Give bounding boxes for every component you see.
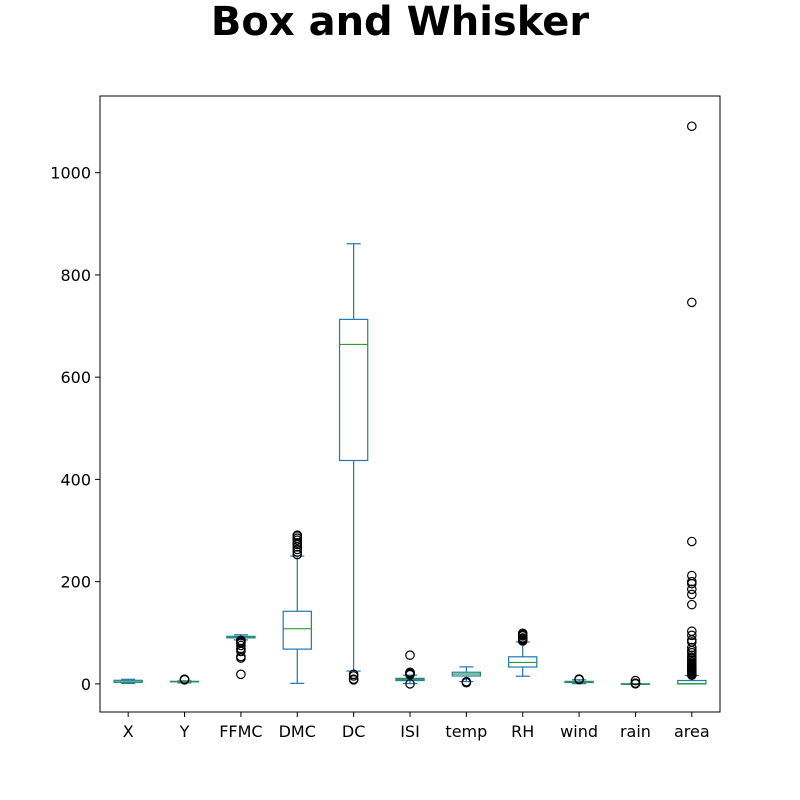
box-body xyxy=(338,318,369,462)
box-area xyxy=(677,121,707,685)
outlier-point xyxy=(687,584,697,595)
outlier-point xyxy=(574,674,584,684)
outlier-point xyxy=(687,630,697,641)
y-tick-label: 800 xyxy=(60,266,91,285)
outlier-point xyxy=(687,578,697,589)
box-dmc xyxy=(282,530,312,684)
outlier-point xyxy=(687,589,697,600)
x-tick-label: wind xyxy=(560,722,598,741)
outlier-point xyxy=(292,530,303,540)
outlier-point xyxy=(461,676,472,687)
x-tick-label: ISI xyxy=(400,722,420,741)
x-tick-label: Y xyxy=(179,722,190,741)
x-tick-label: temp xyxy=(445,722,487,741)
y-tick-label: 1000 xyxy=(50,164,91,183)
box-y xyxy=(169,674,200,685)
box-dc xyxy=(338,243,369,685)
x-tick-label: DC xyxy=(342,722,366,741)
y-tick-label: 600 xyxy=(60,368,91,387)
outlier-point xyxy=(687,536,697,547)
outlier-point xyxy=(348,674,359,684)
outlier-point xyxy=(179,674,190,685)
outlier-point xyxy=(687,626,697,637)
outlier-point xyxy=(687,642,697,653)
outlier-point xyxy=(236,635,246,646)
outlier-point xyxy=(348,669,359,680)
outlier-point xyxy=(405,667,415,678)
outlier-point xyxy=(292,547,303,557)
outlier-point xyxy=(630,675,641,686)
y-tick-label: 200 xyxy=(60,573,91,592)
box-body xyxy=(282,610,312,650)
outlier-point xyxy=(687,576,697,587)
outlier-point xyxy=(236,669,246,680)
box-ffmc xyxy=(226,634,256,680)
outlier-point xyxy=(687,297,697,308)
boxes xyxy=(113,121,707,689)
outlier-point xyxy=(292,544,303,555)
x-tick-label: rain xyxy=(620,722,651,741)
outlier-point xyxy=(687,650,697,661)
box-rain xyxy=(620,675,651,689)
x-tick-label: FFMC xyxy=(219,722,262,741)
axes: 0 200 400 600 800 1000 X Y FFMC DMC DC ISI temp RH win… xyxy=(50,164,709,741)
y-tick-label: 400 xyxy=(60,470,91,489)
box-isi xyxy=(395,650,425,689)
plot-frame xyxy=(99,95,721,713)
outlier-point xyxy=(630,678,641,688)
x-tick-label: RH xyxy=(511,722,534,741)
outlier-point xyxy=(292,537,303,548)
chart-title: Box and Whisker xyxy=(210,0,590,45)
y-tick-label: 0 xyxy=(81,675,91,694)
x-tick-label: DMC xyxy=(279,722,316,741)
x-tick-label: area xyxy=(674,722,710,741)
outlier-point xyxy=(687,570,697,581)
outlier-point xyxy=(405,650,415,661)
box-temp xyxy=(451,666,482,688)
box-rh xyxy=(508,628,538,677)
outlier-point xyxy=(292,549,303,560)
x-tick-label: X xyxy=(123,722,134,741)
outlier-point xyxy=(687,121,697,132)
box-x xyxy=(113,678,143,684)
box-wind xyxy=(564,674,594,685)
outlier-point xyxy=(687,599,697,610)
outlier-point xyxy=(405,679,415,689)
outlier-point xyxy=(517,628,528,639)
